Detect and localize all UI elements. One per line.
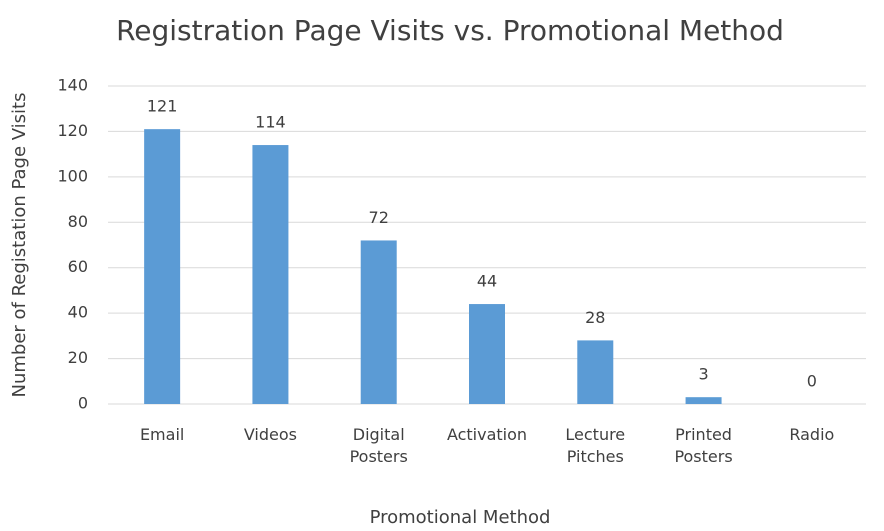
y-tick-label: 40 xyxy=(68,303,88,322)
y-tick-label: 140 xyxy=(57,76,88,95)
x-axis-title: Promotional Method xyxy=(370,507,551,528)
y-tick-label: 80 xyxy=(68,212,88,231)
y-axis-title: Number of Registation Page Visits xyxy=(9,93,30,398)
x-tick-label: Email xyxy=(139,425,185,444)
bar xyxy=(469,304,505,404)
data-label: 0 xyxy=(807,372,817,391)
x-tick-label: Digital Posters xyxy=(349,425,408,466)
y-tick-label: 20 xyxy=(68,348,88,367)
y-tick-label: 120 xyxy=(57,121,88,140)
data-label: 72 xyxy=(369,208,389,227)
data-label: 28 xyxy=(585,308,605,327)
x-tick-label: Printed Posters xyxy=(674,425,733,466)
y-tick-label: 100 xyxy=(57,166,88,185)
data-label: 121 xyxy=(147,97,178,116)
data-label: 114 xyxy=(255,113,286,132)
bar xyxy=(144,129,181,404)
bar xyxy=(360,240,397,404)
chart-title: Registration Page Visits vs. Promotional… xyxy=(116,14,784,47)
bar xyxy=(252,145,289,405)
bar xyxy=(685,397,722,404)
y-tick-label: 60 xyxy=(68,257,88,276)
x-tick-label: Lecture Pitches xyxy=(565,425,626,466)
x-tick-label: Activation xyxy=(446,425,528,444)
data-label: 44 xyxy=(477,272,497,291)
x-tick-label: Videos xyxy=(243,425,297,444)
bar xyxy=(577,340,614,404)
y-tick-label: 0 xyxy=(78,394,88,413)
x-tick-label: Radio xyxy=(789,425,835,444)
data-label: 3 xyxy=(698,365,708,384)
